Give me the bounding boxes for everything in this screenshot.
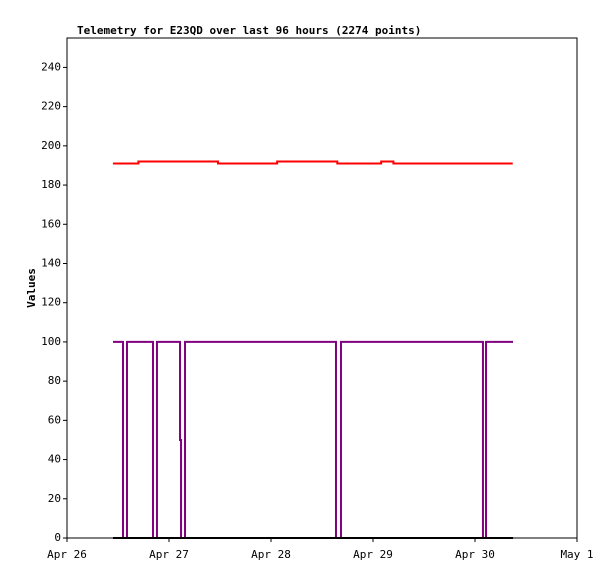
- x-tick-label: Apr 26: [47, 548, 87, 561]
- x-tick-label: May 1: [560, 548, 593, 561]
- y-tick-label: 240: [41, 60, 61, 73]
- y-axis-label: Values: [25, 268, 38, 308]
- y-tick-label: 100: [41, 335, 61, 348]
- y-tick-label: 140: [41, 256, 61, 269]
- y-tick-label: 180: [41, 178, 61, 191]
- y-tick-label: 20: [48, 492, 61, 505]
- y-tick-label: 80: [48, 374, 61, 387]
- x-tick-label: Apr 30: [455, 548, 495, 561]
- x-tick-label: Apr 28: [251, 548, 291, 561]
- x-tick-label: Apr 27: [149, 548, 189, 561]
- y-tick-label: 40: [48, 453, 61, 466]
- chart-title: Telemetry for E23QD over last 96 hours (…: [77, 24, 421, 37]
- y-tick-label: 0: [54, 531, 61, 544]
- y-tick-label: 120: [41, 296, 61, 309]
- y-tick-label: 160: [41, 217, 61, 230]
- y-tick-label: 60: [48, 413, 61, 426]
- y-tick-label: 200: [41, 139, 61, 152]
- y-tick-label: 220: [41, 100, 61, 113]
- series-line: [113, 340, 514, 539]
- x-tick-label: Apr 29: [353, 548, 393, 561]
- series-line: [112, 160, 513, 165]
